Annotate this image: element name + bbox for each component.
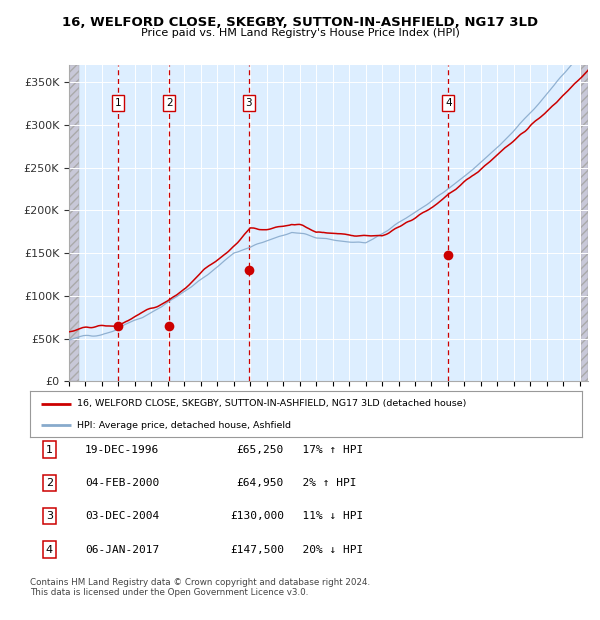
Text: 03-DEC-2004: 03-DEC-2004	[85, 511, 160, 521]
Bar	[69, 65, 79, 381]
Text: Contains HM Land Registry data © Crown copyright and database right 2024.
This d: Contains HM Land Registry data © Crown c…	[30, 578, 370, 597]
Text: 4: 4	[46, 544, 53, 554]
Text: 04-FEB-2000: 04-FEB-2000	[85, 478, 160, 488]
Text: 3: 3	[46, 511, 53, 521]
Text: Price paid vs. HM Land Registry's House Price Index (HPI): Price paid vs. HM Land Registry's House …	[140, 28, 460, 38]
Text: HPI: Average price, detached house, Ashfield: HPI: Average price, detached house, Ashf…	[77, 421, 291, 430]
Text: 20% ↓ HPI: 20% ↓ HPI	[289, 544, 364, 554]
Text: 4: 4	[445, 98, 452, 108]
Text: 2: 2	[46, 478, 53, 488]
Text: 3: 3	[245, 98, 252, 108]
Text: £65,250: £65,250	[236, 445, 284, 454]
Text: 2: 2	[166, 98, 173, 108]
Bar	[69, 65, 79, 381]
Text: 1: 1	[115, 98, 121, 108]
Text: 17% ↑ HPI: 17% ↑ HPI	[289, 445, 364, 454]
Bar	[581, 65, 588, 381]
Text: £147,500: £147,500	[230, 544, 284, 554]
Text: 2% ↑ HPI: 2% ↑ HPI	[289, 478, 357, 488]
Text: 06-JAN-2017: 06-JAN-2017	[85, 544, 160, 554]
Bar	[581, 65, 588, 381]
Text: 11% ↓ HPI: 11% ↓ HPI	[289, 511, 364, 521]
Text: £130,000: £130,000	[230, 511, 284, 521]
Text: 16, WELFORD CLOSE, SKEGBY, SUTTON-IN-ASHFIELD, NG17 3LD: 16, WELFORD CLOSE, SKEGBY, SUTTON-IN-ASH…	[62, 16, 538, 29]
Text: 16, WELFORD CLOSE, SKEGBY, SUTTON-IN-ASHFIELD, NG17 3LD (detached house): 16, WELFORD CLOSE, SKEGBY, SUTTON-IN-ASH…	[77, 399, 466, 408]
Text: 19-DEC-1996: 19-DEC-1996	[85, 445, 160, 454]
Text: £64,950: £64,950	[236, 478, 284, 488]
Text: 1: 1	[46, 445, 53, 454]
